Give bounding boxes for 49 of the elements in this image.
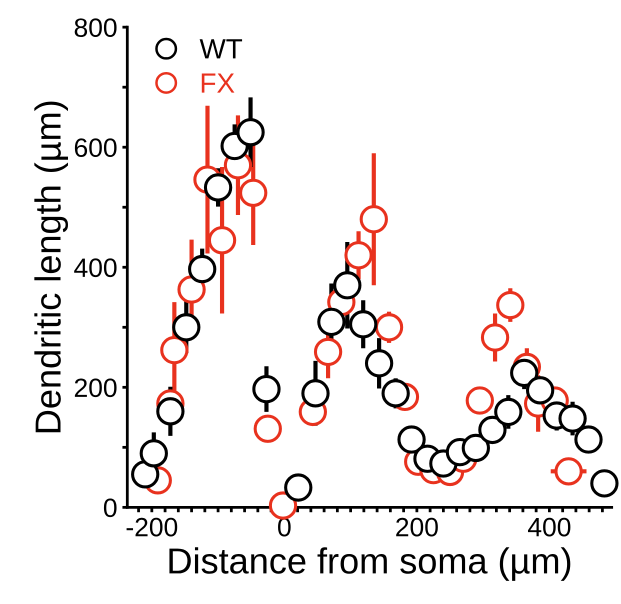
x-axis-title: Distance from soma (µm) <box>169 547 570 581</box>
point <box>574 425 603 454</box>
point <box>558 404 587 433</box>
point <box>349 310 378 338</box>
point <box>382 379 410 408</box>
point <box>236 118 265 146</box>
point <box>333 271 362 300</box>
point <box>131 460 160 488</box>
point <box>172 313 200 342</box>
point <box>160 336 188 364</box>
point <box>177 275 206 304</box>
point <box>254 414 282 443</box>
point <box>466 386 494 415</box>
point <box>397 425 426 454</box>
y-tick-label: 800 <box>74 18 117 37</box>
point <box>344 241 373 270</box>
x-tick-label: 200 <box>396 518 438 536</box>
point <box>496 290 524 320</box>
point <box>140 439 168 468</box>
point <box>156 397 185 426</box>
point <box>268 491 298 520</box>
legend-label: WT <box>200 39 242 58</box>
point <box>480 323 510 352</box>
point <box>364 349 394 378</box>
legend-label: FX <box>202 74 234 93</box>
point <box>510 358 538 388</box>
x-tick-label: 400 <box>528 518 570 536</box>
point <box>360 205 388 234</box>
point <box>554 457 583 486</box>
point <box>374 313 404 342</box>
point <box>462 434 490 462</box>
x-tick-label: -200 <box>126 518 178 536</box>
point <box>317 308 346 336</box>
point <box>188 254 216 284</box>
y-tick-label: 0 <box>104 498 117 518</box>
point <box>314 338 342 366</box>
y-tick-label: 600 <box>74 138 117 158</box>
point <box>526 376 554 404</box>
y-axis-title: Dendritic length (µm) <box>34 102 68 432</box>
y-tick-label: 400 <box>74 258 117 278</box>
point <box>494 398 522 426</box>
point <box>204 173 232 202</box>
point <box>301 379 330 408</box>
y-tick-label: 200 <box>74 378 117 398</box>
point <box>208 226 236 254</box>
point <box>252 374 281 404</box>
point <box>284 473 312 502</box>
point <box>239 178 268 207</box>
point <box>590 469 619 498</box>
